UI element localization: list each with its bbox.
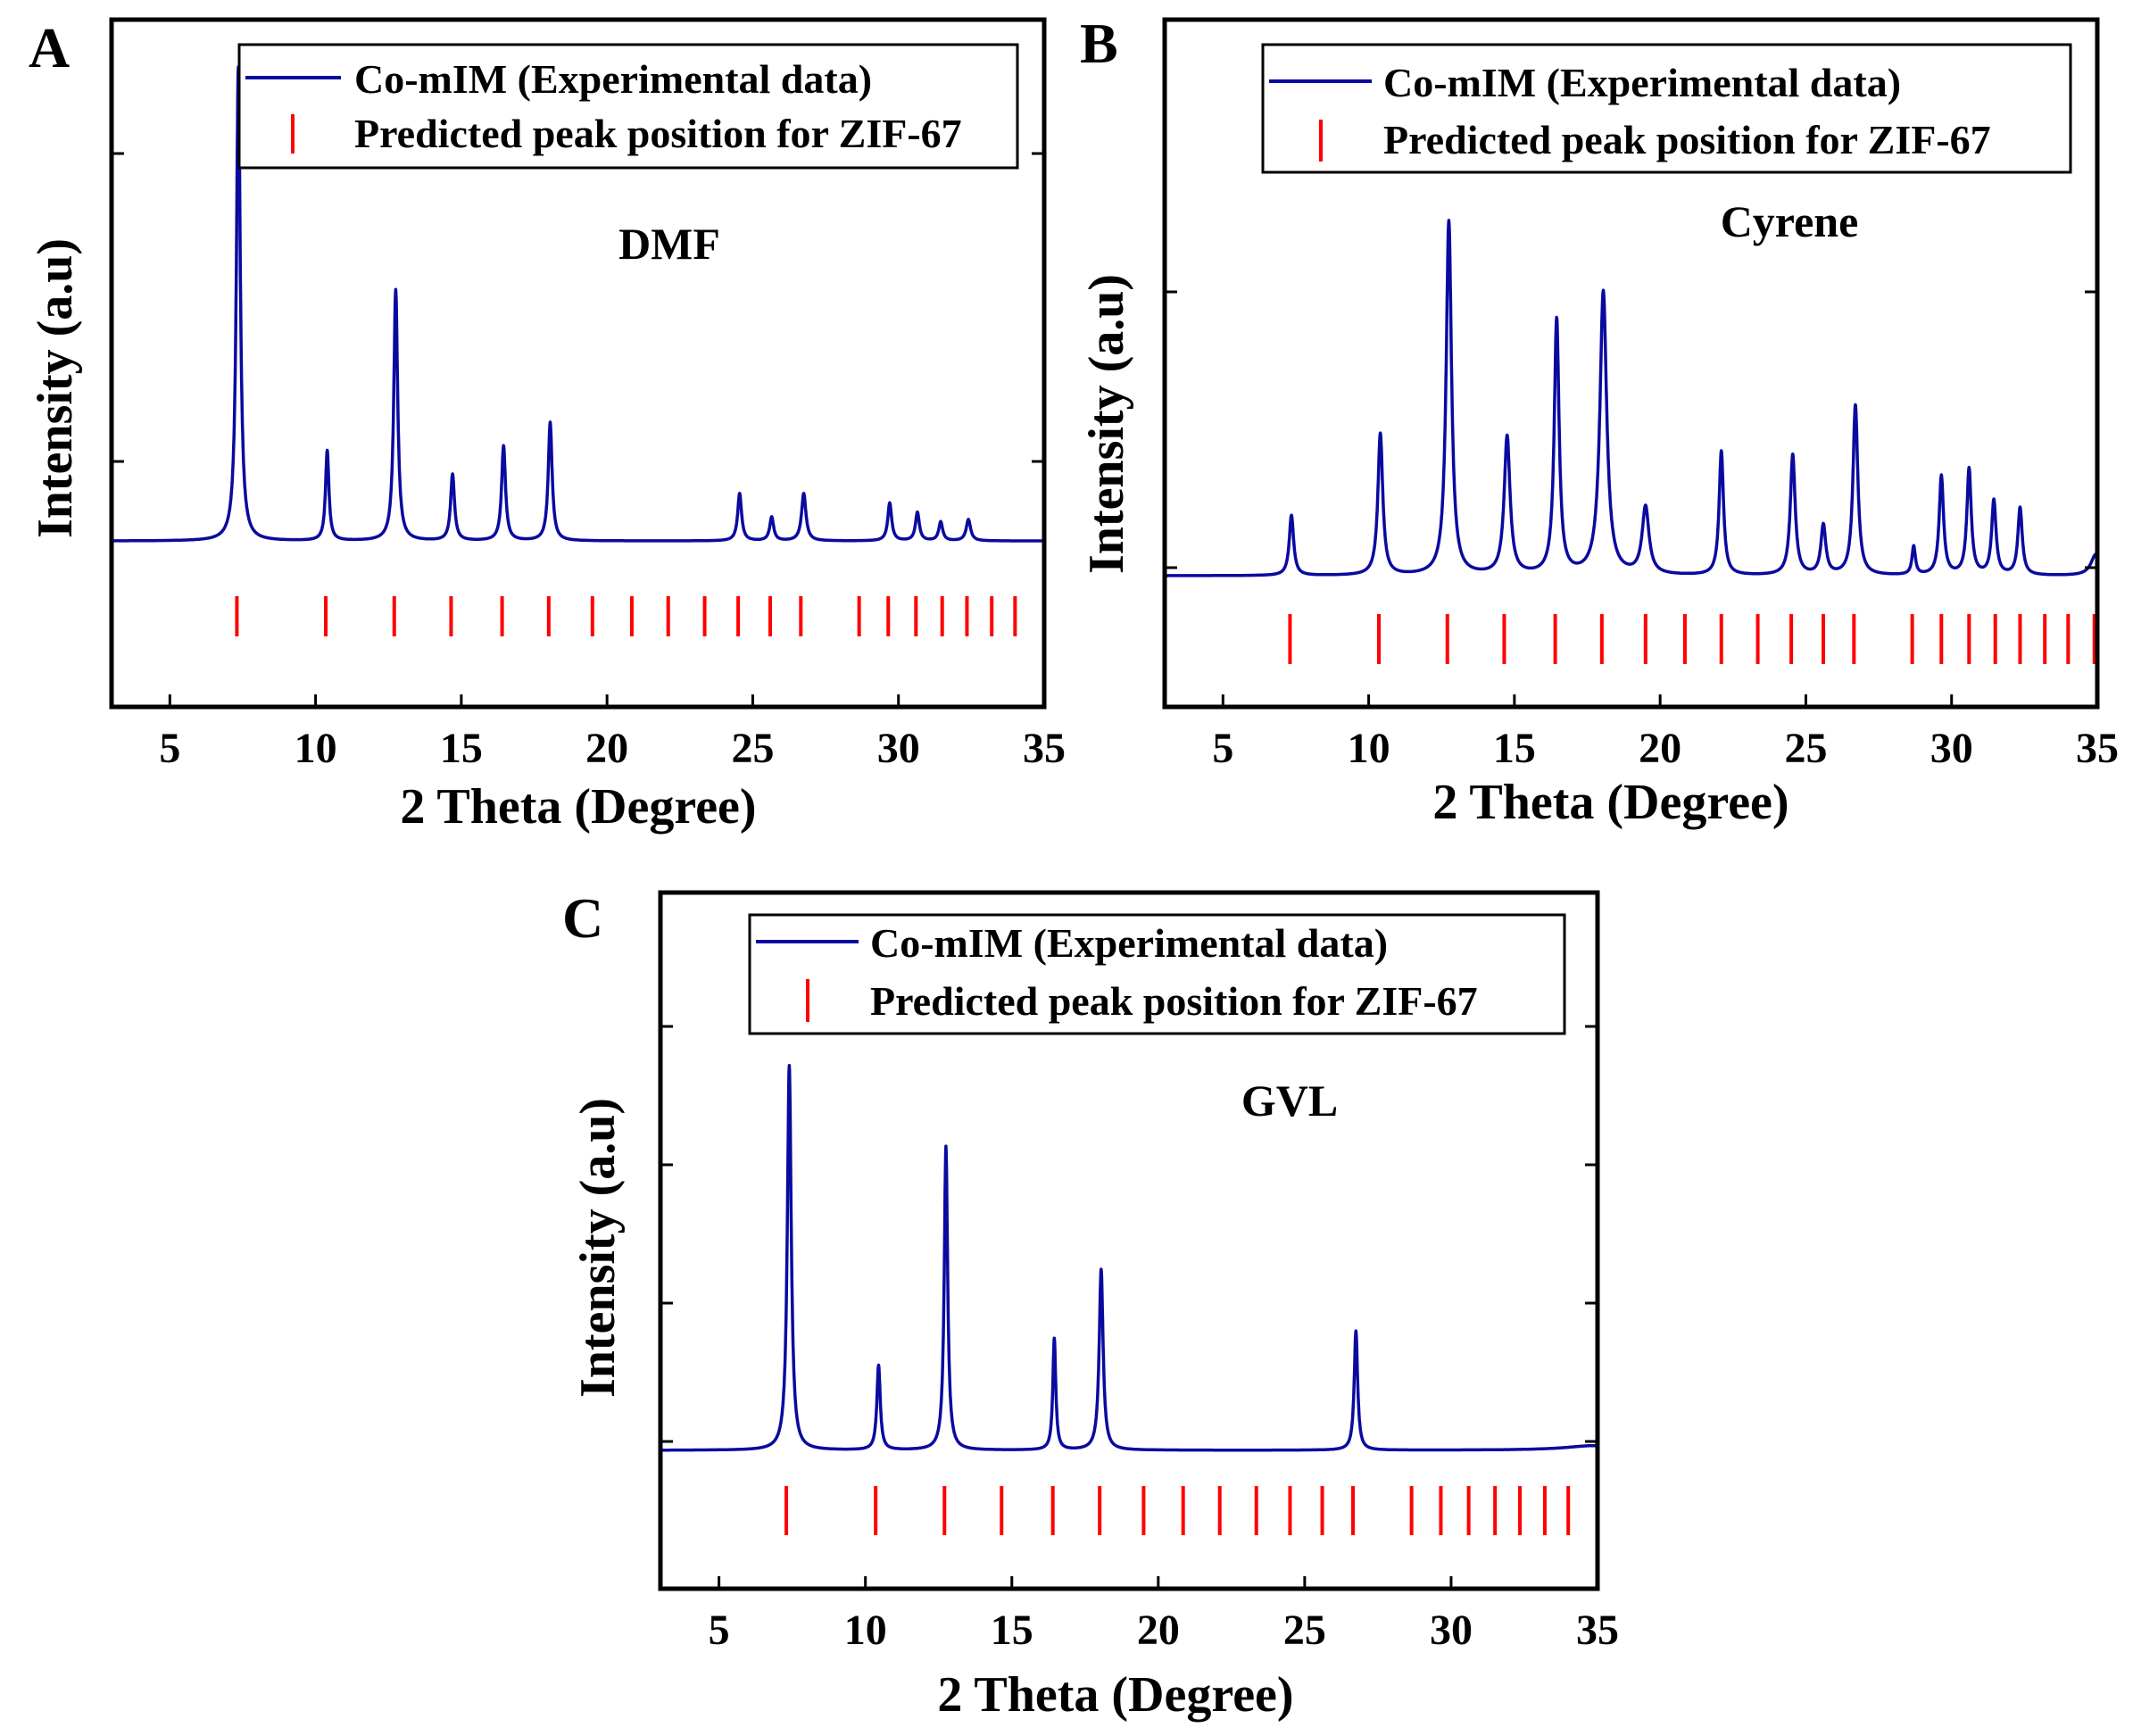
panel-a-legend-entry-predicted: Predicted peak position for ZIF-67 (354, 111, 962, 156)
panel-c-x-tick-label: 5 (709, 1607, 730, 1654)
panel-a-x-tick-label: 25 (731, 725, 774, 772)
panel-b-x-tick-label: 15 (1493, 725, 1536, 772)
panel-b-legend: Co-mIM (Experimental data) Predicted pea… (1261, 43, 2072, 174)
panel-c: C Intensity (a.u) 2 Theta (Degree) GVL C… (562, 886, 1566, 1723)
panel-a-x-tick-label: 35 (1023, 725, 1066, 772)
panel-a-x-tick-label: 5 (159, 725, 180, 772)
panel-c-x-tick-label: 15 (991, 1607, 1033, 1654)
panel-c-x-tick-label: 30 (1430, 1607, 1473, 1654)
panel-a-xlabel: 2 Theta (Degree) (400, 779, 756, 835)
panel-a-solvent-label: DMF (618, 219, 720, 269)
panel-c-legend-entry-experimental: Co-mIM (Experimental data) (870, 920, 1388, 966)
panel-letter-c: C (562, 886, 603, 950)
panel-b-x-tick-label: 35 (2076, 725, 2119, 772)
panel-letter-b: B (1080, 12, 1118, 75)
panel-b-plot: 5 10 15 20 25 30 35 (1162, 17, 2119, 772)
panel-b: B Intensity (a.u) 2 Theta (Degree) Cyren… (1079, 12, 2072, 830)
panel-b-x-tick-label: 5 (1212, 725, 1233, 772)
panel-b-legend-box (1261, 43, 2072, 174)
panel-c-x-tick-label: 20 (1137, 1607, 1180, 1654)
panel-a-ylabel: Intensity (a.u) (28, 238, 83, 538)
panel-b-axes-frame (1162, 17, 2100, 710)
panel-c-ylabel: Intensity (a.u) (570, 1098, 626, 1398)
panel-c-x-tick-label: 25 (1283, 1607, 1326, 1654)
panel-a-axes-frame (109, 17, 1047, 710)
panel-a: A Intensity (a.u) 2 Theta (Degree) DMF C… (28, 16, 1019, 835)
panel-a-legend-box (237, 43, 1019, 170)
panel-a-x-tick-label: 10 (295, 725, 337, 772)
panel-b-ylabel: Intensity (a.u) (1079, 274, 1134, 574)
panel-c-x-tick-label: 10 (844, 1607, 887, 1654)
panel-a-x-tick-label: 30 (877, 725, 920, 772)
panel-c-legend-box (748, 913, 1566, 1035)
panel-c-legend-entry-predicted: Predicted peak position for ZIF-67 (870, 978, 1478, 1024)
panel-b-xlabel: 2 Theta (Degree) (1432, 775, 1789, 830)
panel-b-x-tick-label: 20 (1639, 725, 1681, 772)
panel-a-plot: 5 10 15 20 25 30 35 (109, 17, 1066, 772)
panel-c-x-tick-label: 35 (1576, 1607, 1619, 1654)
panel-a-legend-entry-experimental: Co-mIM (Experimental data) (354, 56, 872, 102)
panel-b-experimental-curve (1163, 219, 2099, 577)
panel-c-axes-frame (658, 890, 1600, 1591)
panel-a-legend: Co-mIM (Experimental data) Predicted pea… (237, 43, 1019, 170)
panel-c-solvent-label: GVL (1241, 1076, 1338, 1125)
panel-a-experimental-curve (110, 65, 1046, 543)
panel-b-x-tick-label: 30 (1930, 725, 1973, 772)
panel-b-x-tick-label: 10 (1348, 725, 1390, 772)
panel-b-solvent-label: Cyrene (1721, 196, 1859, 246)
panel-b-legend-entry-predicted: Predicted peak position for ZIF-67 (1383, 117, 1991, 162)
panel-a-x-tick-label: 20 (585, 725, 628, 772)
panel-c-experimental-curve (659, 1064, 1599, 1452)
panel-c-plot: 5 10 15 20 25 30 35 (658, 890, 1619, 1654)
panel-b-legend-entry-experimental: Co-mIM (Experimental data) (1383, 60, 1901, 105)
panel-c-xlabel: 2 Theta (Degree) (937, 1667, 1293, 1723)
panel-letter-a: A (29, 16, 70, 79)
panel-c-legend: Co-mIM (Experimental data) Predicted pea… (748, 913, 1566, 1035)
panel-b-x-tick-label: 25 (1784, 725, 1827, 772)
panel-a-x-tick-label: 15 (440, 725, 483, 772)
